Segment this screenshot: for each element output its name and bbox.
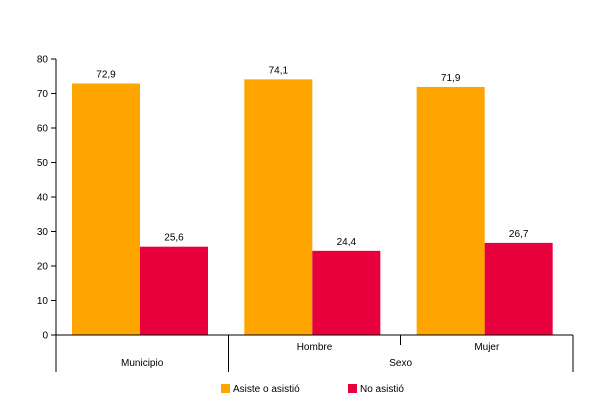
data-label: 25,6 [164,233,184,244]
data-label: 74,1 [269,65,289,76]
category-label: Mujer [474,342,500,353]
y-tick-label: 70 [37,89,49,100]
data-label: 71,9 [441,73,461,84]
category-labels: Municipio Hombre Mujer Sexo [121,342,500,369]
legend-label: Asiste o asistió [233,384,300,395]
y-tick-label: 60 [37,124,49,135]
y-tick-label: 10 [37,296,49,307]
category-label: Municipio [121,358,164,369]
data-label: 24,4 [337,237,357,248]
y-tick-label: 30 [37,227,49,238]
legend-label: No asistió [360,384,404,395]
category-label: Hombre [297,342,333,353]
bar-no-asistio-municipio [140,246,208,335]
legend-swatch [221,384,230,393]
bar-asiste-mujer [416,86,485,335]
axes [55,59,574,372]
y-tick-label: 0 [42,331,48,342]
y-tick-label: 20 [37,262,49,273]
data-labels: 72,9 25,6 74,1 24,4 71,9 26,7 [96,65,529,247]
data-label: 26,7 [509,229,529,240]
y-tick-label: 50 [37,158,49,169]
bar-no-asistio-mujer [484,242,553,335]
bar-no-asistio-hombre [312,250,381,335]
y-tick-label: 40 [37,193,49,204]
legend: Asiste o asistió No asistió [221,384,404,395]
y-axis-ticks: 0 10 20 30 40 50 60 70 80 [37,55,56,342]
y-tick-label: 80 [37,55,49,66]
data-label: 72,9 [96,69,116,80]
bars [72,79,553,336]
group-label: Sexo [389,358,412,369]
bar-asiste-hombre [244,79,313,335]
bar-asiste-municipio [72,83,140,336]
legend-swatch [348,384,357,393]
